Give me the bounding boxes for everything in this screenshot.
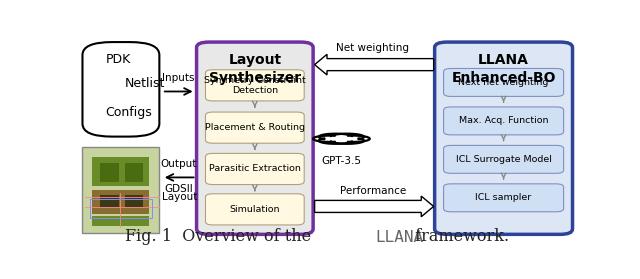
- Text: Synthesizer: Synthesizer: [209, 71, 301, 85]
- Text: Enhanced-BO: Enhanced-BO: [451, 71, 556, 85]
- FancyBboxPatch shape: [205, 112, 304, 143]
- Text: Placement & Routing: Placement & Routing: [205, 123, 305, 132]
- Text: Performance: Performance: [339, 186, 406, 196]
- Text: Layout: Layout: [161, 192, 197, 202]
- Bar: [92, 216, 150, 226]
- FancyBboxPatch shape: [83, 42, 159, 137]
- Text: Simulation: Simulation: [230, 205, 280, 214]
- Text: PDK: PDK: [106, 52, 131, 66]
- FancyBboxPatch shape: [444, 68, 564, 97]
- FancyBboxPatch shape: [444, 145, 564, 173]
- Polygon shape: [315, 196, 434, 217]
- Text: Configs: Configs: [106, 107, 152, 119]
- Bar: [125, 163, 143, 182]
- Text: Layout: Layout: [228, 53, 282, 67]
- Text: Symmetry Constraint
Detection: Symmetry Constraint Detection: [204, 76, 306, 95]
- Text: ICL Surrogate Model: ICL Surrogate Model: [456, 155, 552, 164]
- Bar: [92, 157, 150, 186]
- Text: framework.: framework.: [410, 228, 509, 245]
- Text: Net weighting: Net weighting: [336, 43, 409, 53]
- Text: LLANA: LLANA: [478, 53, 529, 67]
- Text: GPT-3.5: GPT-3.5: [321, 156, 362, 166]
- FancyBboxPatch shape: [435, 42, 573, 234]
- Text: Inputs: Inputs: [162, 73, 195, 83]
- FancyBboxPatch shape: [83, 147, 159, 233]
- FancyBboxPatch shape: [444, 184, 564, 212]
- Text: ICL sampler: ICL sampler: [476, 193, 532, 202]
- Bar: [92, 190, 150, 214]
- Text: Output: Output: [160, 159, 196, 169]
- Text: GDSII: GDSII: [165, 184, 193, 194]
- Text: Next net weighting: Next net weighting: [458, 78, 548, 87]
- Text: Max. Acq. Function: Max. Acq. Function: [459, 116, 548, 125]
- Text: Netlist: Netlist: [125, 77, 165, 90]
- Bar: [100, 163, 118, 182]
- Text: Parasitic Extraction: Parasitic Extraction: [209, 165, 301, 174]
- FancyBboxPatch shape: [205, 153, 304, 184]
- FancyBboxPatch shape: [196, 42, 313, 234]
- Bar: [100, 196, 118, 208]
- Bar: [90, 199, 152, 218]
- Bar: [125, 196, 143, 208]
- Polygon shape: [315, 54, 434, 75]
- FancyBboxPatch shape: [444, 107, 564, 135]
- FancyBboxPatch shape: [205, 70, 304, 101]
- Text: LLANA: LLANA: [375, 230, 423, 245]
- Text: Fig. 1  Overview of the: Fig. 1 Overview of the: [125, 228, 316, 245]
- FancyBboxPatch shape: [205, 194, 304, 225]
